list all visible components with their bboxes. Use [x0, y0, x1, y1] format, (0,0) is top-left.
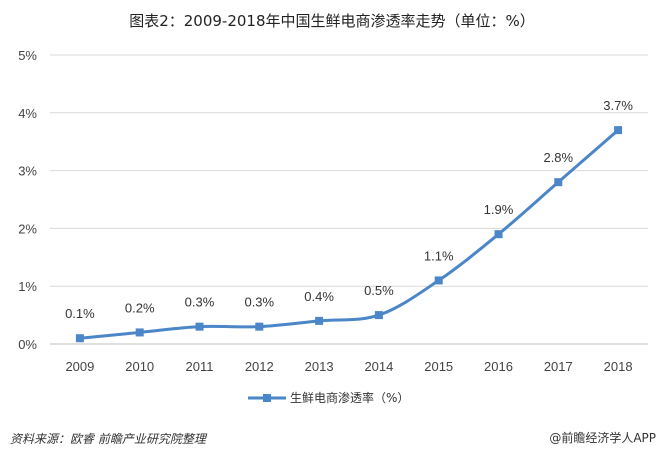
data-point: [374, 311, 383, 320]
data-point: [75, 334, 84, 343]
source-note: 资料来源：欧睿 前瞻产业研究院整理: [10, 432, 206, 446]
data-label: 3.7%: [603, 98, 633, 113]
x-tick-label: 2016: [484, 359, 513, 374]
data-label: 0.2%: [125, 300, 155, 315]
gridlines: [50, 54, 648, 345]
data-label: 2.8%: [543, 150, 573, 165]
data-label: 1.9%: [484, 202, 514, 217]
data-label: 0.4%: [304, 289, 334, 304]
data-point: [494, 230, 503, 239]
x-tick-label: 2015: [424, 359, 453, 374]
x-tick-label: 2010: [125, 359, 154, 374]
x-tick-label: 2009: [65, 359, 94, 374]
x-tick-label: 2013: [305, 359, 334, 374]
x-tick-label: 2017: [544, 359, 573, 374]
x-tick-label: 2011: [186, 359, 214, 374]
data-label: 0.1%: [65, 306, 95, 321]
data-point: [255, 322, 264, 331]
legend-marker: [263, 394, 271, 402]
data-labels: 0.1% 0.2% 0.3% 0.3% 0.4% 0.5% 1.1% 1.9% 2.8% 3.7%: [65, 98, 633, 321]
data-point: [614, 126, 623, 135]
data-point: [135, 328, 144, 337]
x-tick-label: 2018: [604, 359, 633, 374]
legend-label: 生鲜电商渗透率（%）: [290, 390, 409, 405]
y-tick-label: 4%: [18, 106, 37, 121]
x-axis-ticks: 2009 2010 2011 2012 2013 2014 2015 2016 2017 2018: [65, 359, 632, 374]
series-line: [79, 129, 620, 340]
data-label: 0.3%: [185, 295, 215, 310]
x-tick-label: 2014: [364, 359, 393, 374]
data-point: [195, 322, 204, 331]
y-tick-label: 0%: [18, 337, 37, 352]
data-label: 0.5%: [364, 283, 394, 298]
legend: 生鲜电商渗透率（%）: [248, 390, 409, 405]
data-point: [434, 276, 443, 285]
y-axis-ticks: 0% 1% 2% 3% 4% 5%: [18, 48, 37, 352]
chart-title: 图表2：2009-2018年中国生鲜电商渗透率走势（单位：%）: [129, 12, 535, 30]
data-label: 1.1%: [424, 248, 454, 263]
series-points: [75, 126, 623, 343]
data-point: [554, 178, 563, 187]
data-label: 0.3%: [244, 295, 274, 310]
y-tick-label: 3%: [18, 164, 37, 179]
x-tick-label: 2012: [245, 359, 274, 374]
y-tick-label: 1%: [18, 279, 37, 294]
y-tick-label: 5%: [18, 48, 37, 63]
brand-credit: @前瞻经济学人APP: [549, 431, 656, 445]
data-point: [315, 316, 324, 325]
y-tick-label: 2%: [18, 221, 37, 236]
